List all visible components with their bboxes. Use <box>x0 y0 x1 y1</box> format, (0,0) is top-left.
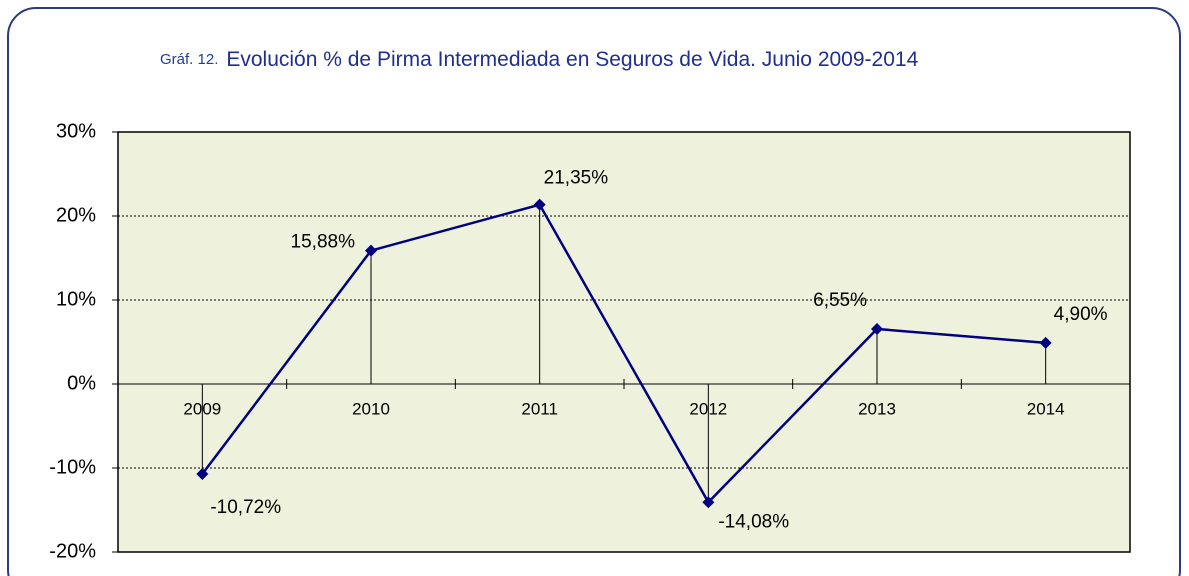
marker <box>196 468 209 481</box>
data-line <box>201 203 1046 505</box>
x-tick-label: 2010 <box>352 399 390 418</box>
y-tick-label: 0% <box>67 372 96 394</box>
plot-area <box>118 132 1130 552</box>
data-label: 6,55% <box>813 290 867 311</box>
y-tick-label: 30% <box>56 120 96 142</box>
marker <box>533 198 546 211</box>
y-tick-label: 20% <box>56 204 96 226</box>
marker <box>1039 336 1052 349</box>
x-tick-label: 2013 <box>858 399 896 418</box>
marker <box>871 322 883 335</box>
figure-label: Gráf. 12. <box>160 51 218 68</box>
data-label: -14,08% <box>718 511 789 532</box>
data-label: -10,72% <box>210 497 281 518</box>
x-tick-label: 2014 <box>1027 399 1065 418</box>
y-tick-label: 10% <box>56 288 96 310</box>
x-tick-label: 2011 <box>521 399 558 418</box>
y-tick-label: -10% <box>49 456 96 478</box>
plot-border <box>117 131 1131 553</box>
y-tick-label: -20% <box>49 540 96 562</box>
marker <box>702 496 715 509</box>
data-label: 21,35% <box>544 168 609 189</box>
chart-title: Gráf. 12. Evolución % de Pirma Intermedia… <box>160 48 919 71</box>
marker <box>365 244 377 257</box>
data-label: 15,88% <box>291 232 356 253</box>
data-label: 4,90% <box>1054 304 1108 325</box>
title-text: Evolución % de Pirma Intermediada en Seg… <box>226 48 918 71</box>
